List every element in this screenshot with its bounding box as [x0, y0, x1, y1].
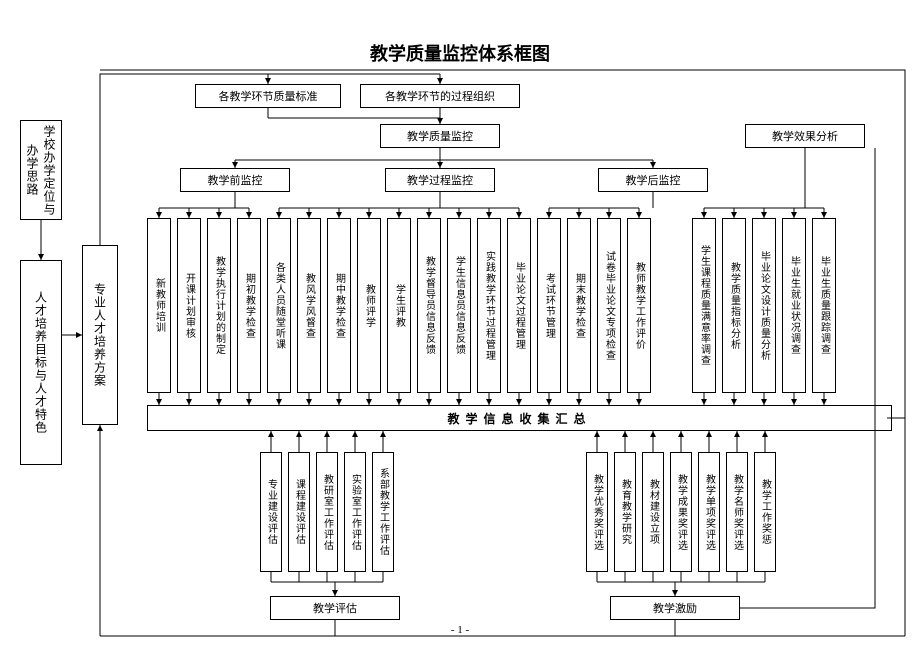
detail-item-10: 学生信息员信息反馈: [447, 218, 471, 393]
eval-right-item-2: 教材建设立项: [642, 452, 664, 572]
detail-item-5: 教风学风督查: [297, 218, 321, 393]
detail-item-11: 实践教学环节过程管理: [477, 218, 501, 393]
detail-item-8: 学生评教: [387, 218, 411, 393]
teaching-incentive: 教学激励: [610, 596, 740, 620]
eval-left-item-4: 系部教学工作评估: [372, 452, 394, 572]
quality-control: 教学质量监控: [380, 124, 500, 148]
detail-item-16: 教师教学工作评价: [627, 218, 651, 393]
detail-item-18: 教学质量指标分析: [722, 218, 746, 393]
detail-item-3: 期初教学检查: [237, 218, 261, 393]
eval-right-item-5: 教学名师奖评选: [726, 452, 748, 572]
detail-item-13: 考试环节管理: [537, 218, 561, 393]
detail-item-1: 开课计划审核: [177, 218, 201, 393]
eval-left-item-2: 教研室工作评估: [316, 452, 338, 572]
quality-standard: 各教学环节质量标准: [195, 84, 341, 108]
eval-right-item-1: 教育教学研究: [614, 452, 636, 572]
talent-plan: 专业人才培养方案: [82, 245, 118, 425]
detail-item-6: 期中教学检查: [327, 218, 351, 393]
detail-item-15: 试卷毕业论文专项检查: [597, 218, 621, 393]
school-positioning: 学校办学定位与办学思路: [20, 120, 62, 220]
eval-left-item-1: 课程建设评估: [288, 452, 310, 572]
talent-goals: 人才培养目标与人才特色: [20, 260, 62, 465]
eval-right-item-6: 教学工作奖惩: [754, 452, 776, 572]
detail-item-12: 毕业论文过程管理: [507, 218, 531, 393]
detail-item-0: 新教师培训: [147, 218, 171, 393]
eval-left-item-3: 实验室工作评估: [344, 452, 366, 572]
eval-right-item-3: 教学成果奖评选: [670, 452, 692, 572]
eval-right-item-4: 教学单项奖评选: [698, 452, 720, 572]
detail-item-7: 教师评学: [357, 218, 381, 393]
detail-item-14: 期末教学检查: [567, 218, 591, 393]
phase-mid: 教学过程监控: [385, 168, 495, 192]
teaching-eval: 教学评估: [270, 596, 400, 620]
detail-item-20: 毕业生就业状况调查: [782, 218, 806, 393]
detail-item-21: 毕业生质量跟踪调查: [812, 218, 836, 393]
eval-right-item-0: 教学优秀奖评选: [586, 452, 608, 572]
detail-item-9: 教学督导员信息反馈: [417, 218, 441, 393]
phase-pre: 教学前监控: [180, 168, 290, 192]
phase-post: 教学后监控: [598, 168, 708, 192]
page-number: - 1 -: [0, 624, 920, 636]
diagram-title: 教学质量监控体系框图: [0, 40, 920, 64]
info-collect: 教学信息收集汇总: [147, 405, 892, 431]
detail-item-19: 毕业论文设计质量分析: [752, 218, 776, 393]
detail-item-4: 各类人员随堂听课: [267, 218, 291, 393]
process-org: 各教学环节的过程组织: [360, 84, 520, 108]
detail-item-2: 教学执行计划的制定: [207, 218, 231, 393]
eval-left-item-0: 专业建设评估: [260, 452, 282, 572]
detail-item-17: 学生课程质量满意率调查: [692, 218, 716, 393]
effect-analysis: 教学效果分析: [745, 124, 865, 148]
